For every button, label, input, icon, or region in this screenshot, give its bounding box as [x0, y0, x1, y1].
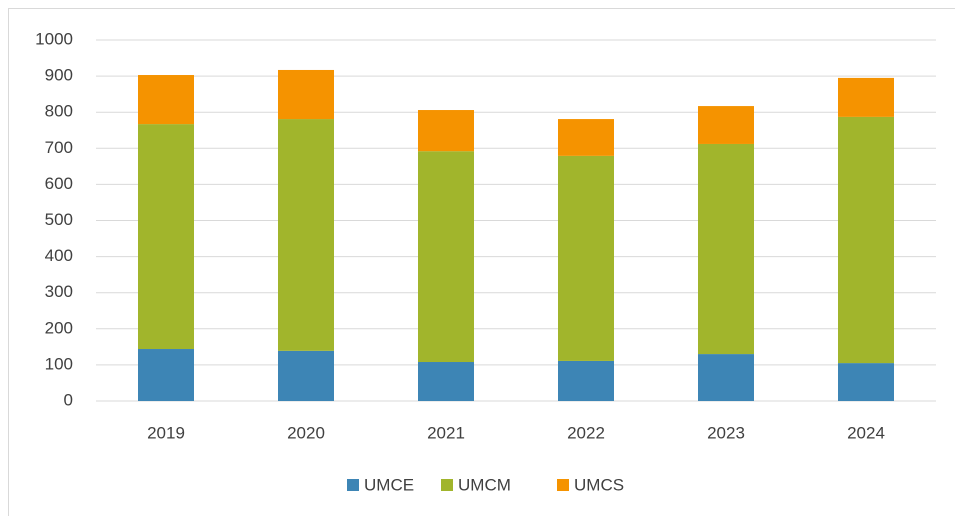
x-tick-label: 2020	[287, 423, 325, 442]
x-tick-label: 2023	[707, 423, 745, 442]
bar-segment	[138, 349, 194, 401]
bar-segment	[698, 354, 754, 401]
legend-label: UMCM	[458, 475, 511, 494]
x-tick-label: 2024	[847, 423, 885, 442]
x-tick-label: 2021	[427, 423, 465, 442]
y-tick-label: 700	[45, 138, 73, 157]
bar-segment	[558, 119, 614, 156]
legend-label: UMCE	[364, 475, 414, 494]
legend-swatch	[441, 479, 453, 491]
legend-swatch	[557, 479, 569, 491]
y-tick-label: 600	[45, 174, 73, 193]
bar-segment	[418, 110, 474, 152]
chart-frame	[8, 8, 955, 516]
x-tick-label: 2022	[567, 423, 605, 442]
y-tick-label: 800	[45, 102, 73, 121]
bar-segment	[278, 119, 334, 351]
y-tick-label: 500	[45, 210, 73, 229]
bar-segment	[278, 350, 334, 401]
y-tick-label: 1000	[35, 29, 73, 48]
y-tick-label: 0	[64, 390, 73, 409]
bar-segment	[698, 143, 754, 355]
bar-segment	[418, 362, 474, 401]
bar-segment	[838, 363, 894, 401]
y-tick-label: 300	[45, 282, 73, 301]
bar-segment	[558, 155, 614, 361]
x-tick-label: 2019	[147, 423, 185, 442]
bar-segment	[838, 116, 894, 364]
bar-segment	[418, 151, 474, 363]
y-tick-label: 100	[45, 354, 73, 373]
bar-segment	[138, 124, 194, 350]
y-tick-label: 200	[45, 318, 73, 337]
y-tick-label: 400	[45, 246, 73, 265]
legend-label: UMCS	[574, 475, 624, 494]
bar-segment	[278, 69, 334, 120]
y-tick-label: 900	[45, 66, 73, 85]
bar-segment	[698, 106, 754, 144]
bar-segment	[138, 75, 194, 125]
bar-segment	[838, 77, 894, 117]
bar-segment	[558, 360, 614, 401]
legend-swatch	[347, 479, 359, 491]
